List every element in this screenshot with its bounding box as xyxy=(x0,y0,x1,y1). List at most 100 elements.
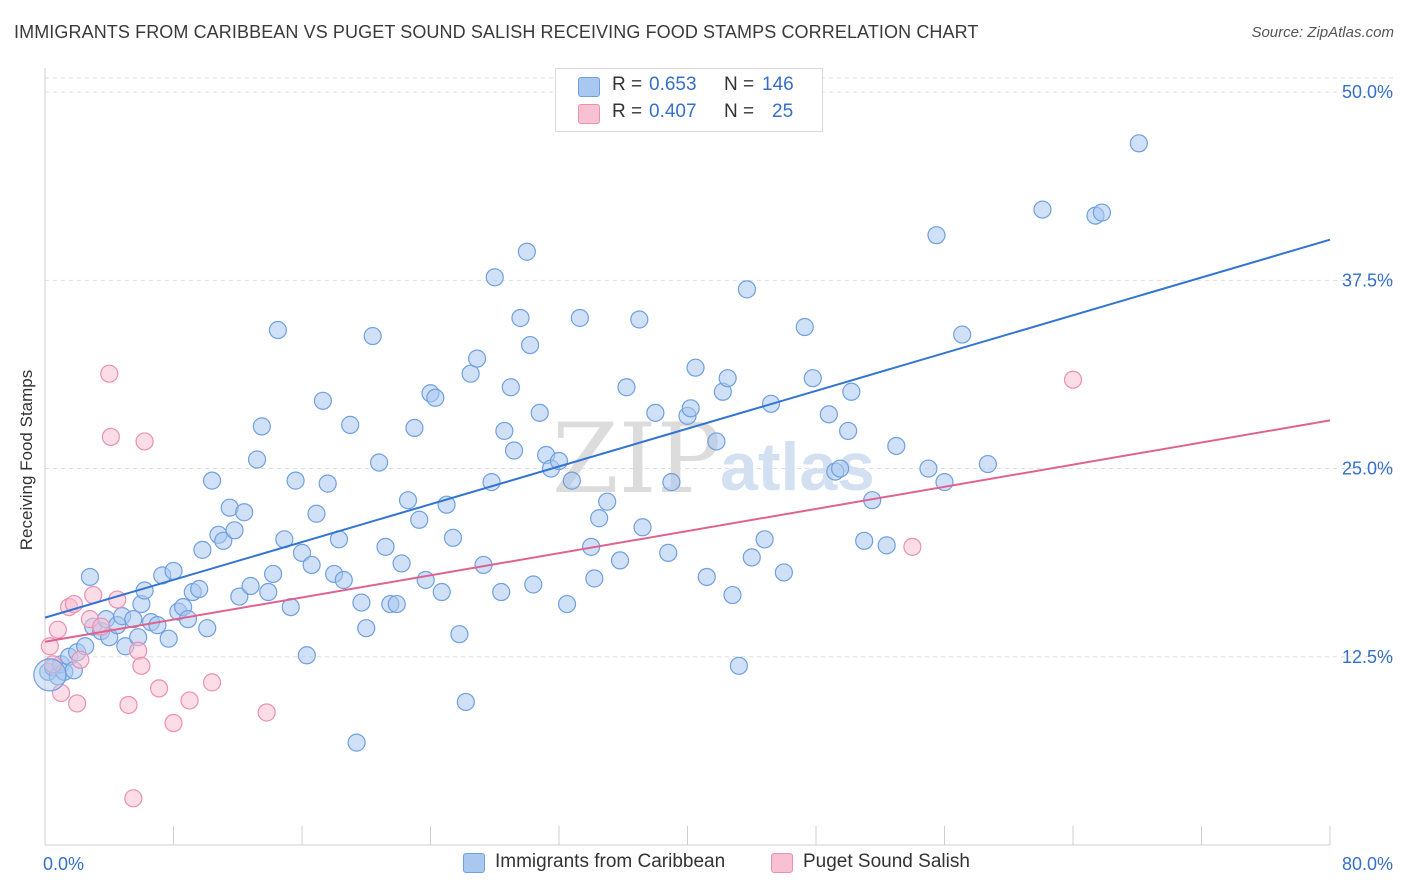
data-point-caribbean xyxy=(193,540,212,559)
bottom-legend-swatch-pink xyxy=(771,853,793,873)
data-point-salish xyxy=(164,713,183,733)
axes xyxy=(44,68,1331,846)
data-point-caribbean xyxy=(729,656,749,675)
data-point-caribbean xyxy=(198,619,217,638)
y-tick-label: 25.0% xyxy=(1342,459,1393,479)
data-point-caribbean xyxy=(241,576,260,596)
trend-line-caribbean xyxy=(44,238,1331,619)
data-point-caribbean xyxy=(681,399,700,418)
data-point-caribbean xyxy=(877,536,896,555)
data-point-caribbean xyxy=(524,575,543,594)
legend-n-value: 146 xyxy=(762,74,794,95)
data-point-caribbean xyxy=(318,474,337,493)
data-points xyxy=(33,134,1148,808)
data-point-salish xyxy=(149,679,169,698)
data-point-caribbean xyxy=(633,518,652,537)
bottom-legend-swatch-blue xyxy=(463,853,485,873)
data-point-caribbean xyxy=(1092,203,1112,222)
data-point-caribbean xyxy=(297,646,316,665)
data-point-caribbean xyxy=(803,369,822,388)
data-point-salish xyxy=(135,432,154,451)
data-point-salish xyxy=(48,620,67,639)
legend-n-label: N = xyxy=(724,101,755,122)
data-point-caribbean xyxy=(646,403,665,422)
grid-lines xyxy=(45,77,1393,658)
legend-swatch-pink xyxy=(578,104,600,124)
data-point-caribbean xyxy=(482,473,501,492)
data-point-caribbean xyxy=(225,521,244,540)
data-point-caribbean xyxy=(370,453,389,472)
data-point-caribbean xyxy=(686,358,705,377)
data-point-caribbean xyxy=(410,510,429,529)
legend-row-caribbean: R = 0.653 N = 146 xyxy=(556,74,822,100)
data-point-caribbean xyxy=(610,551,630,570)
correlation-legend: R = 0.653 N = 146 R = 0.407 N = 25 xyxy=(555,68,823,132)
data-point-caribbean xyxy=(263,564,283,584)
data-point-caribbean xyxy=(334,570,353,590)
data-point-caribbean xyxy=(214,531,233,550)
data-point-caribbean xyxy=(302,555,321,575)
data-point-caribbean xyxy=(426,388,445,407)
data-point-caribbean xyxy=(405,418,424,438)
data-point-caribbean xyxy=(292,543,312,562)
data-point-caribbean xyxy=(268,320,288,340)
data-point-caribbean xyxy=(795,317,814,337)
data-point-caribbean xyxy=(432,582,451,602)
tick-labels: 12.5% 25.0% 37.5% 50.0% 0.0% 80.0% xyxy=(43,82,1393,874)
bottom-legend-label: Immigrants from Caribbean xyxy=(495,851,726,872)
data-point-caribbean xyxy=(1129,134,1148,153)
bottom-legend-label: Puget Sound Salish xyxy=(803,851,970,872)
legend-r-value: 0.653 xyxy=(649,74,697,95)
data-point-caribbean xyxy=(352,593,371,612)
data-point-caribbean xyxy=(148,616,167,635)
legend-row-salish: R = 0.407 N = 25 xyxy=(556,101,822,127)
data-point-caribbean xyxy=(755,530,774,549)
data-point-caribbean xyxy=(659,543,678,562)
y-axis-label: Receiving Food Stamps xyxy=(17,369,36,551)
data-point-caribbean xyxy=(517,242,536,261)
data-point-caribbean xyxy=(341,415,360,434)
data-point-caribbean xyxy=(252,417,271,436)
data-point-caribbean xyxy=(235,503,254,522)
trend-line-salish xyxy=(44,419,1331,643)
legend-swatch-blue xyxy=(578,77,600,97)
data-point-caribbean xyxy=(830,459,850,478)
x-tick-label: 80.0% xyxy=(1342,854,1393,874)
data-point-caribbean xyxy=(190,579,209,599)
data-point-caribbean xyxy=(363,326,382,346)
data-point-caribbean xyxy=(495,421,514,441)
data-point-caribbean xyxy=(887,436,906,456)
data-point-salish xyxy=(129,641,148,660)
data-point-caribbean xyxy=(617,378,636,397)
data-point-salish xyxy=(100,364,119,383)
data-point-caribbean xyxy=(33,658,67,692)
data-point-salish xyxy=(257,703,276,722)
data-point-caribbean xyxy=(443,528,463,547)
data-point-caribbean xyxy=(590,509,609,528)
data-point-caribbean xyxy=(456,692,475,712)
data-point-salish xyxy=(903,537,922,556)
watermark-zip: ZIP xyxy=(552,403,721,515)
data-point-salish xyxy=(180,691,199,710)
data-point-caribbean xyxy=(376,537,395,556)
data-point-caribbean xyxy=(723,585,742,605)
data-point-caribbean xyxy=(164,561,183,581)
x-tick-label: 0.0% xyxy=(43,854,84,874)
data-point-caribbean xyxy=(839,421,858,441)
data-point-caribbean xyxy=(347,733,366,752)
legend-r-label: R = xyxy=(612,101,643,122)
y-tick-label: 37.5% xyxy=(1342,270,1393,290)
legend-r-label: R = xyxy=(612,74,643,95)
watermark-atlas: atlas xyxy=(720,429,875,505)
data-point-caribbean xyxy=(416,570,435,590)
data-point-caribbean xyxy=(585,569,604,588)
source-label: Source: ZipAtlas.com xyxy=(1251,24,1394,41)
data-point-caribbean xyxy=(842,382,861,401)
data-point-caribbean xyxy=(387,594,406,614)
data-point-caribbean xyxy=(953,325,972,344)
data-point-salish xyxy=(124,789,143,808)
watermark: ZIP atlas xyxy=(552,403,875,515)
data-point-caribbean xyxy=(247,450,267,469)
data-point-caribbean xyxy=(1033,200,1052,219)
